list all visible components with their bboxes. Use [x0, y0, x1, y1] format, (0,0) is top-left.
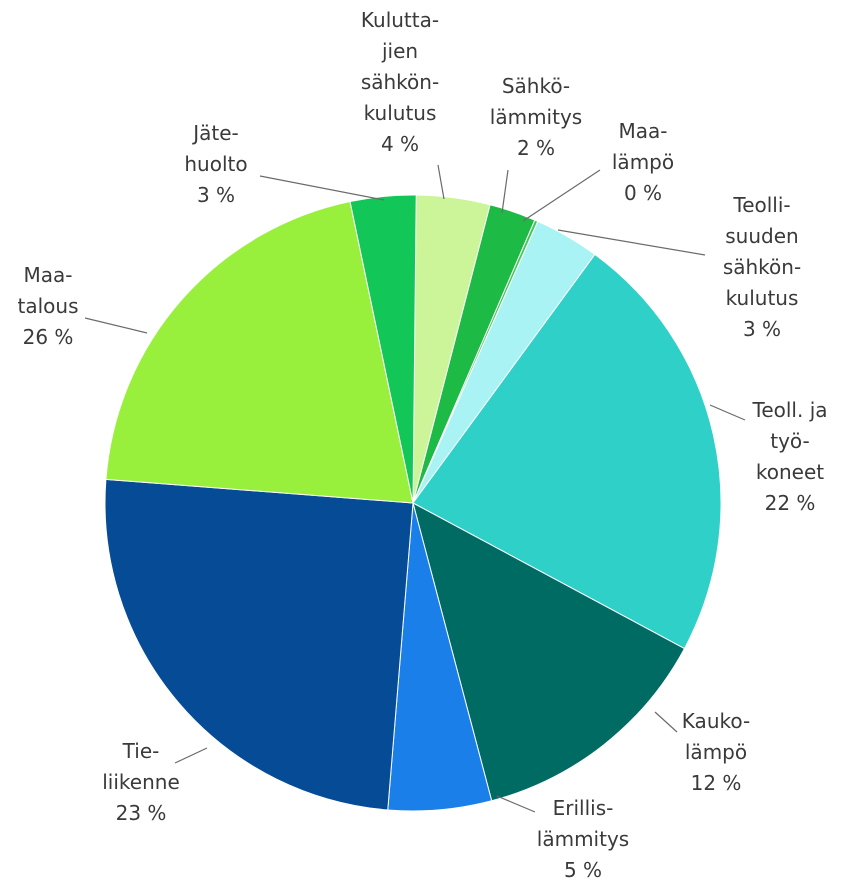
slice-percent-label: 0 % [624, 181, 662, 205]
pie-slice [105, 200, 414, 504]
slice-name-label: koneet [756, 460, 824, 484]
pie-slices [104, 194, 722, 812]
leader-line [501, 169, 509, 214]
leader-line [84, 317, 148, 334]
leader-line [496, 795, 536, 813]
slice-name-label: kulutus [726, 286, 799, 310]
slice-name-label: talous [18, 294, 79, 318]
slice-name-label: liikenne [102, 770, 180, 794]
slice-name-label: huolto [184, 152, 247, 176]
slice-label: Erillis-lämmitys 5 % [537, 796, 629, 882]
slice-label: Kulutta-jien sähkön-kulutus 4 % [361, 8, 439, 156]
slice-label: Teoll. ja työ-koneet 22 % [752, 398, 828, 515]
slice-name-label: sähkön- [723, 255, 801, 279]
slice-percent-label: 5 % [564, 858, 602, 882]
slice-name-label: Tie- [122, 739, 160, 763]
slice-name-label: Maa- [619, 119, 668, 143]
slice-percent-label: 3 % [197, 183, 235, 207]
slice-name-label: lämmitys [490, 105, 582, 129]
slice-name-label: lämpö [612, 150, 674, 174]
slice-name-label: Kulutta- [361, 8, 439, 32]
slice-name-label: kulutus [364, 101, 437, 125]
leader-line [437, 164, 445, 200]
leader-line [259, 175, 385, 201]
slice-name-label: Teolli- [732, 193, 790, 217]
pie-slice [104, 478, 414, 811]
slice-percent-label: 2 % [517, 136, 555, 160]
leader-line [522, 169, 601, 222]
slice-name-label: Kauko- [682, 709, 750, 733]
slice-name-label: Jäte- [191, 121, 239, 145]
slice-percent-label: 4 % [381, 132, 419, 156]
slice-percent-label: 3 % [743, 317, 781, 341]
slice-labels: Kulutta-jien sähkön-kulutus 4 % Sähkö-lämmi… [18, 8, 828, 882]
slice-label: Kauko-lämpö 12 % [682, 709, 750, 795]
slice-name-label: Sähkö- [502, 74, 570, 98]
slice-percent-label: 22 % [765, 491, 816, 515]
leader-line [709, 404, 746, 421]
slice-name-label: suuden [725, 224, 798, 248]
slice-percent-label: 12 % [691, 771, 742, 795]
slice-name-label: sähkön- [361, 70, 439, 94]
slice-name-label: työ- [770, 429, 810, 453]
slice-label: Sähkö-lämmitys 2 % [490, 74, 582, 160]
slice-name-label: Maa- [24, 263, 73, 287]
slice-label: Jäte-huolto 3 % [184, 121, 247, 207]
slice-name-label: jien [381, 39, 418, 63]
slice-percent-label: 23 % [116, 801, 167, 825]
pie-slice [349, 194, 417, 504]
leader-line [557, 229, 706, 256]
leader-line [654, 711, 678, 733]
leader-line [174, 747, 208, 764]
slice-name-label: Teoll. ja [752, 398, 828, 422]
slice-name-label: lämpö [685, 740, 747, 764]
slice-label: Tie-liikenne 23 % [102, 739, 180, 825]
slice-label: Maa-lämpö 0 % [612, 119, 674, 205]
slice-name-label: lämmitys [537, 827, 629, 851]
pie-slice [412, 502, 686, 802]
slice-name-label: Erillis- [553, 796, 614, 820]
slice-percent-label: 26 % [23, 325, 74, 349]
pie-slice [412, 253, 722, 650]
slice-label: Teolli-suuden sähkön-kulutus 3 % [723, 193, 801, 341]
slice-label: Maa-talous 26 % [18, 263, 79, 349]
